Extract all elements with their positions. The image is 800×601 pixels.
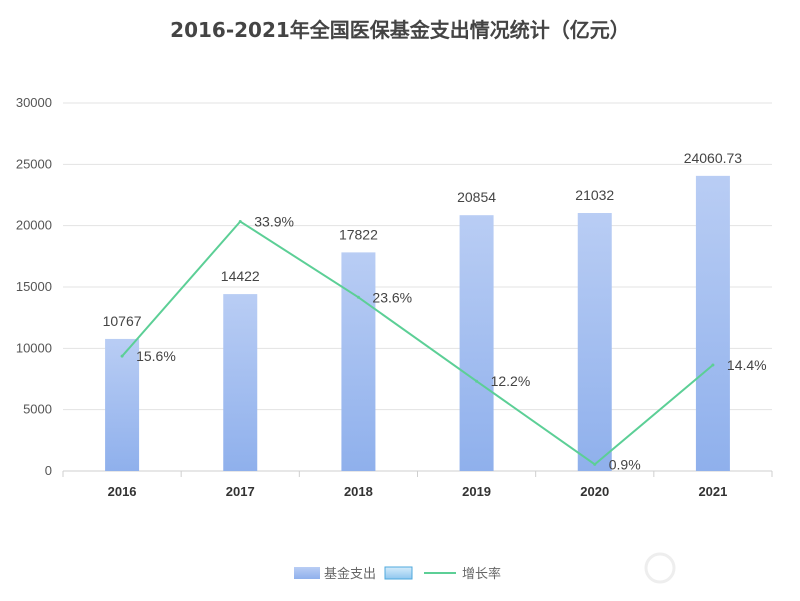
y-tick-label: 25000 xyxy=(16,156,52,171)
bar xyxy=(223,294,258,471)
growth-value-label: 15.6% xyxy=(136,348,176,364)
legend-swatch-area xyxy=(384,566,413,580)
data-labels: 10767 14422 17822 20854 21032 24060.73 15.6% 33… xyxy=(103,150,767,473)
growth-point xyxy=(356,295,360,299)
line-series xyxy=(120,219,715,466)
y-tick-label: 5000 xyxy=(23,402,52,417)
x-tick-label: 2016 xyxy=(108,484,137,499)
watermark-circle xyxy=(644,552,676,584)
y-tick-label: 0 xyxy=(45,463,52,478)
growth-point xyxy=(475,379,479,383)
growth-value-label: 14.4% xyxy=(727,357,767,373)
legend-label-bar: 基金支出 xyxy=(324,566,376,582)
x-tick-label: 2018 xyxy=(344,484,373,499)
growth-value-label: 0.9% xyxy=(609,456,641,472)
y-tick-label: 20000 xyxy=(16,218,52,233)
watermark-logo xyxy=(644,552,676,584)
bar xyxy=(695,175,730,471)
growth-point xyxy=(593,462,597,466)
bar xyxy=(577,213,612,472)
bar-value-label: 17822 xyxy=(339,226,378,242)
y-axis: 0 5000 10000 15000 20000 25000 30000 xyxy=(16,95,52,478)
growth-point xyxy=(120,354,124,358)
legend-swatch-bar xyxy=(294,567,320,579)
y-tick-label: 30000 xyxy=(16,95,52,110)
growth-point xyxy=(238,219,242,223)
bar-value-label: 14422 xyxy=(221,268,260,284)
bar xyxy=(341,252,376,471)
legend-label-line: 增长率 xyxy=(462,566,501,582)
x-axis: 2016 2017 2018 2019 2020 2021 xyxy=(62,471,773,499)
bar-value-label: 21032 xyxy=(575,187,614,203)
gridlines xyxy=(63,102,772,472)
x-tick-label: 2020 xyxy=(580,484,609,499)
growth-line xyxy=(121,220,714,466)
x-tick-label: 2021 xyxy=(698,484,727,499)
y-tick-label: 15000 xyxy=(16,279,52,294)
growth-value-label: 33.9% xyxy=(254,213,294,229)
growth-value-label: 12.2% xyxy=(491,373,531,389)
x-tick-label: 2019 xyxy=(462,484,491,499)
growth-point xyxy=(711,363,715,367)
bar-value-label: 10767 xyxy=(103,313,142,329)
bar-value-label: 24060.73 xyxy=(684,150,743,166)
bar-series xyxy=(105,175,730,472)
x-tick-label: 2017 xyxy=(226,484,255,499)
bar xyxy=(105,338,140,471)
growth-value-label: 23.6% xyxy=(372,289,412,305)
chart-title: 2016-2021年全国医保基金支出情况统计（亿元） xyxy=(170,18,630,42)
bar-value-label: 20854 xyxy=(457,189,496,205)
legend: 基金支出 增长率 xyxy=(294,566,501,582)
y-tick-label: 10000 xyxy=(16,340,52,355)
bar xyxy=(459,215,494,471)
